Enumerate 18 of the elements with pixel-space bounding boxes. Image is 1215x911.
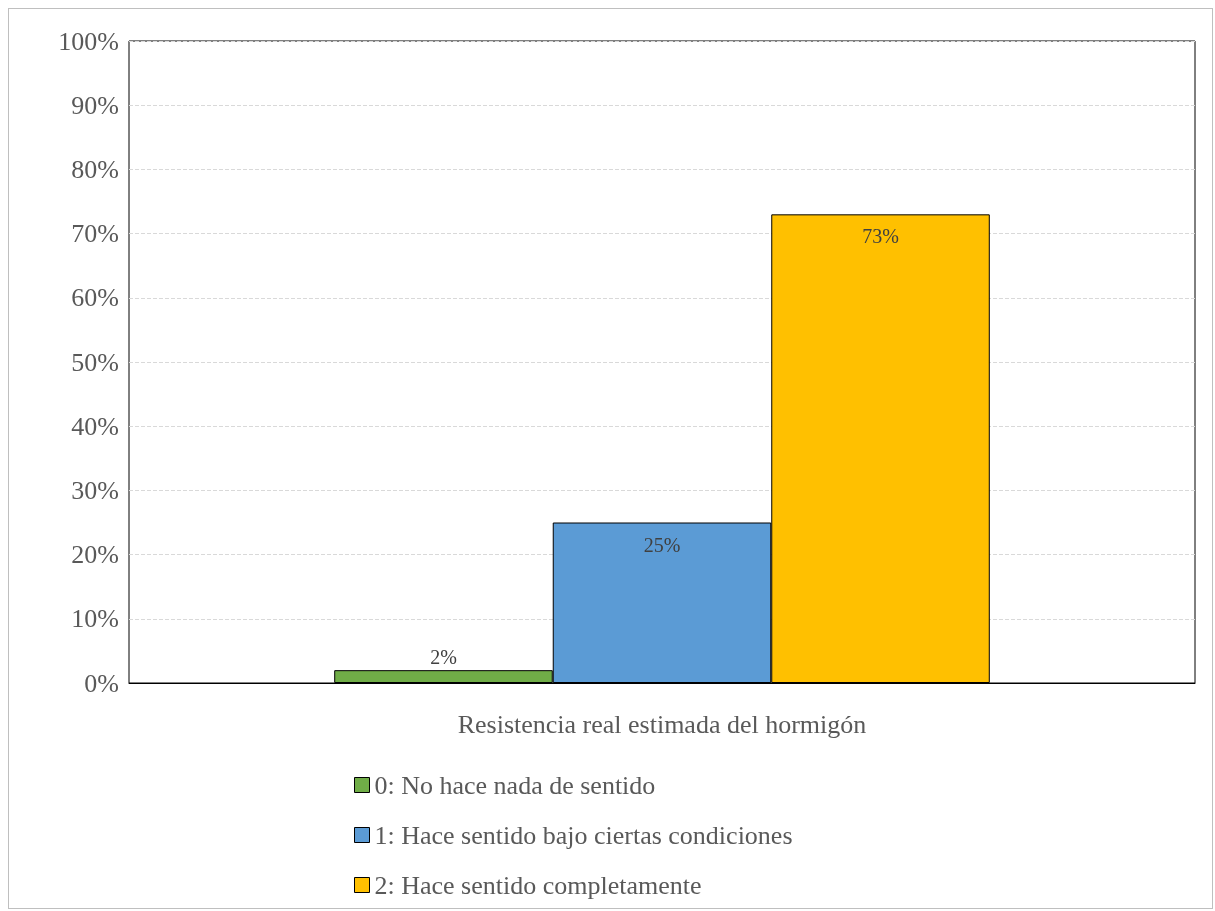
y-tick-label: 80% <box>71 154 119 184</box>
x-tick-label: Resistencia real estimada del hormigón <box>457 709 867 739</box>
data-label: 73% <box>862 225 899 248</box>
legend-label: 2: Hace sentido completamente <box>374 870 702 900</box>
y-tick-label: 0% <box>84 668 119 698</box>
legend-label: 0: No hace nada de sentido <box>374 770 656 800</box>
y-tick-label: 70% <box>71 219 119 249</box>
data-label: 25% <box>643 533 681 556</box>
legend-label: 1: Hace sentido bajo ciertas condiciones <box>374 820 793 850</box>
y-tick-label: 90% <box>71 90 119 120</box>
y-tick-label: 30% <box>71 475 119 505</box>
y-tick-label: 20% <box>71 540 119 570</box>
y-tick-label: 40% <box>71 411 119 441</box>
y-tick-label: 100% <box>58 26 119 56</box>
y-tick-label: 10% <box>71 604 119 634</box>
data-label: 2% <box>430 646 457 669</box>
y-tick-label: 50% <box>71 347 119 377</box>
y-tick-label: 60% <box>71 283 119 313</box>
